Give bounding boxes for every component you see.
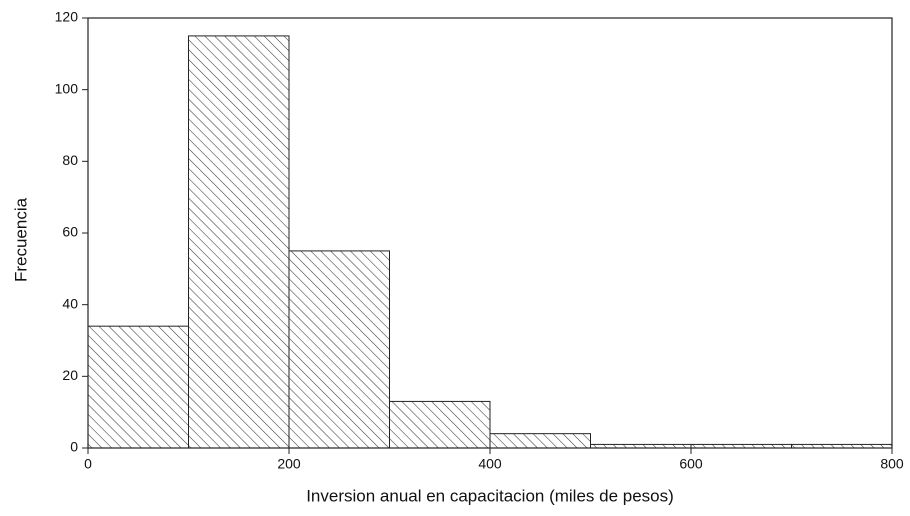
x-tick-label: 0 xyxy=(84,456,92,472)
x-tick-label: 400 xyxy=(478,456,502,472)
x-tick-label: 800 xyxy=(880,456,904,472)
y-tick-label: 40 xyxy=(62,295,78,311)
bar xyxy=(188,35,290,449)
y-tick-label: 60 xyxy=(62,224,78,240)
x-tick-label: 600 xyxy=(679,456,703,472)
y-tick-label: 0 xyxy=(70,439,78,455)
x-tick-label: 200 xyxy=(277,456,301,472)
bar xyxy=(288,250,390,449)
y-axis-title: Frecuencia xyxy=(11,197,30,282)
bar xyxy=(389,400,491,449)
bar xyxy=(489,433,591,449)
y-tick-label: 80 xyxy=(62,152,78,168)
y-tick-label: 120 xyxy=(55,9,79,25)
y-tick-label: 20 xyxy=(62,367,78,383)
bar xyxy=(87,325,189,449)
x-axis-title: Inversion anual en capacitacion (miles d… xyxy=(306,486,674,505)
y-tick-label: 100 xyxy=(55,80,79,96)
